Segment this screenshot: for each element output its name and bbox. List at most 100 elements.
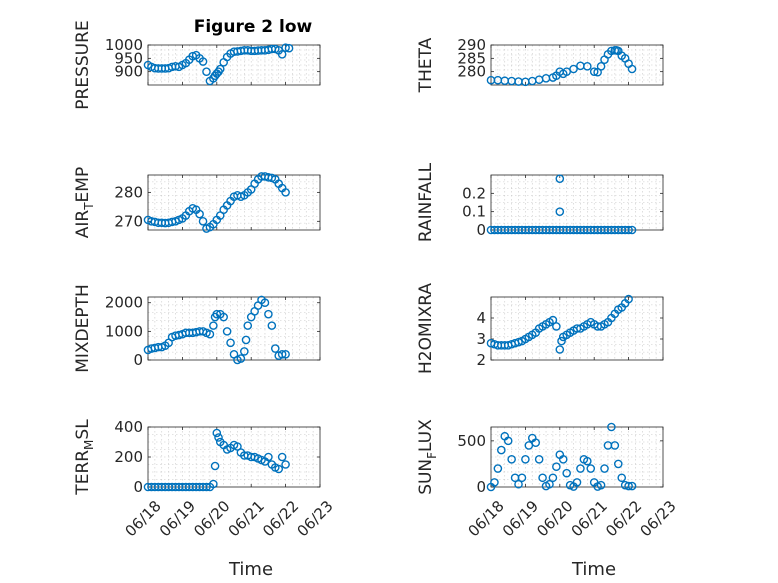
data-point	[241, 335, 251, 345]
data-point	[600, 464, 609, 473]
data-point	[524, 441, 534, 450]
y-tick-label: 290	[457, 36, 486, 54]
x-tick-label: 06/23	[636, 497, 679, 540]
data-point	[493, 464, 503, 473]
y-tick-label: 0	[476, 221, 486, 239]
data-point	[198, 217, 208, 226]
data-point	[210, 461, 220, 471]
data-point	[490, 478, 499, 487]
y-tick-label: 280	[457, 63, 486, 81]
data-point	[548, 473, 558, 483]
data-point	[627, 225, 637, 235]
y-tick-label: 2000	[105, 294, 143, 312]
data-point	[497, 445, 506, 455]
data-point	[212, 309, 222, 319]
data-point	[240, 347, 249, 356]
data-point	[613, 459, 623, 469]
data-point	[572, 478, 582, 487]
data-point	[558, 455, 568, 464]
x-tick-label: 06/22	[602, 497, 645, 540]
data-point	[576, 464, 585, 473]
data-point	[209, 479, 218, 489]
x-tick-label: 06/18	[121, 497, 164, 540]
y-axis-label: PRESSURE	[73, 20, 93, 109]
data-point	[583, 456, 592, 466]
subplot-3: 280 270 AIRTEMP	[73, 167, 321, 238]
y-tick-label: 900	[114, 63, 143, 81]
data-point	[557, 336, 566, 346]
data-point	[545, 479, 554, 489]
data-point	[552, 462, 561, 471]
data-point	[267, 321, 277, 330]
y-tick-label: 0	[133, 478, 143, 496]
data-point	[202, 67, 211, 76]
y-tick-label: 270	[114, 212, 143, 230]
data-point	[624, 294, 633, 304]
axes-frame	[490, 426, 664, 488]
data-point	[586, 464, 596, 473]
x-tick-label: 06/21	[568, 497, 611, 540]
x-tick-label: 06/22	[259, 497, 302, 540]
data-point	[627, 481, 637, 491]
y-axis-label: RAINFALL	[416, 162, 436, 242]
y-tick-label: 285	[457, 49, 486, 67]
data-point	[264, 452, 273, 462]
y-tick-label: 280	[114, 183, 143, 201]
data-point	[503, 436, 513, 446]
axes-frame	[490, 44, 664, 86]
x-tick-label: 06/20	[533, 497, 576, 540]
data-point	[198, 57, 208, 66]
y-axis-label: MIXDEPTH	[73, 284, 93, 373]
data-point	[569, 64, 578, 74]
data-point	[209, 321, 218, 330]
data-point	[531, 438, 541, 447]
subplot-4: 0.20.10 RAINFALL	[416, 162, 664, 242]
data-point	[555, 207, 565, 216]
y-tick-label: 3	[476, 330, 486, 348]
data-point	[617, 473, 627, 483]
data-point	[555, 345, 565, 354]
data-point	[226, 338, 235, 348]
y-axis-label: SUNFLUX	[416, 419, 439, 495]
y-tick-label: 950	[114, 49, 143, 67]
data-point	[607, 422, 616, 432]
data-point	[281, 188, 290, 197]
data-point	[277, 452, 287, 462]
axes-frame	[147, 426, 321, 488]
figure-title: Figure 2 low	[194, 17, 313, 37]
data-point	[222, 327, 232, 336]
data-point	[627, 64, 637, 74]
y-tick-label: 500	[457, 432, 486, 450]
data-point	[534, 455, 544, 464]
data-point	[596, 480, 606, 490]
x-tick-label: 06/21	[225, 497, 268, 540]
data-point	[281, 349, 290, 359]
x-tick-label: 06/19	[156, 497, 199, 540]
data-point	[236, 354, 246, 363]
data-point	[274, 464, 284, 474]
y-tick-label: 0.1	[462, 203, 486, 221]
data-point	[555, 174, 565, 183]
data-point	[219, 312, 228, 322]
data-point	[514, 479, 523, 489]
axes-frame	[490, 174, 664, 231]
subplot-5: 2000 1000 0 MIXDEPTH	[73, 284, 321, 373]
y-tick-label: 0.2	[462, 184, 486, 202]
x-axis-label-right: Time	[571, 559, 616, 580]
axes-frame	[147, 174, 321, 231]
axes-frame	[490, 296, 664, 361]
y-tick-label: 200	[114, 448, 143, 466]
data-point	[284, 43, 294, 53]
data-point	[195, 209, 204, 219]
data-point	[521, 455, 530, 464]
y-tick-label: 0	[133, 351, 143, 369]
data-point	[538, 473, 547, 483]
data-point	[624, 481, 633, 491]
data-point	[215, 64, 225, 74]
y-axis-label: AIRTEMP	[73, 167, 96, 238]
data-point	[548, 315, 558, 325]
data-point	[562, 468, 571, 478]
